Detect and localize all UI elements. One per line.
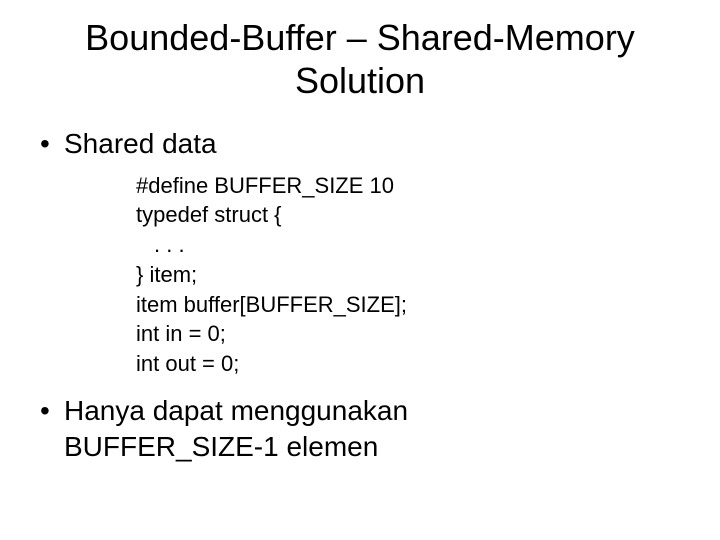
bullet-limitation: Hanya dapat menggunakan BUFFER_SIZE-1 el… — [36, 393, 684, 466]
bullet-text-line-1: Hanya dapat menggunakan — [64, 395, 408, 426]
code-line: . . . — [136, 230, 684, 260]
code-line: #define BUFFER_SIZE 10 — [136, 171, 684, 201]
slide: Bounded-Buffer – Shared-Memory Solution … — [0, 0, 720, 540]
slide-title: Bounded-Buffer – Shared-Memory Solution — [36, 16, 684, 102]
code-line: int in = 0; — [136, 319, 684, 349]
code-line: int out = 0; — [136, 349, 684, 379]
title-line-1: Bounded-Buffer – Shared-Memory — [85, 17, 635, 58]
code-block: #define BUFFER_SIZE 10 typedef struct { … — [136, 171, 684, 379]
bullet-shared-data: Shared data — [36, 126, 684, 162]
title-line-2: Solution — [295, 60, 425, 101]
bullet-list-2: Hanya dapat menggunakan BUFFER_SIZE-1 el… — [36, 393, 684, 466]
code-line: typedef struct { — [136, 200, 684, 230]
code-line: } item; — [136, 260, 684, 290]
bullet-text-line-2: BUFFER_SIZE-1 elemen — [64, 431, 378, 462]
code-line: item buffer[BUFFER_SIZE]; — [136, 290, 684, 320]
bullet-list: Shared data — [36, 126, 684, 162]
bullet-text: Shared data — [64, 128, 217, 159]
